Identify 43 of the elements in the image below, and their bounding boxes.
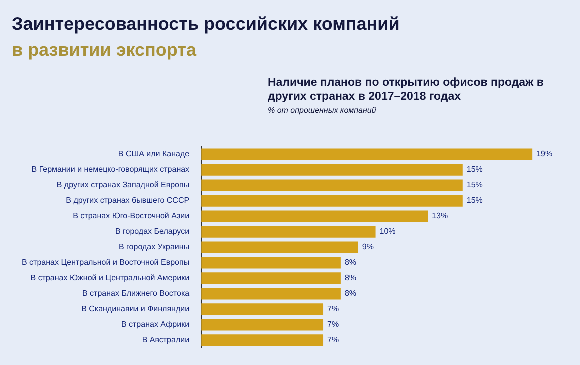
bar <box>202 210 428 222</box>
bar <box>202 304 324 316</box>
bar <box>202 334 324 346</box>
y-tick-label: В Германии и немецко-говорящих странах <box>32 165 190 174</box>
data-label: 7% <box>328 304 340 314</box>
y-tick-label: В городах Беларуси <box>115 227 190 236</box>
data-label: 19% <box>536 150 553 159</box>
bar <box>202 195 463 207</box>
y-tick-label: В странах Юго-Восточной Азии <box>73 212 190 221</box>
y-tick-label: В Австралии <box>142 336 190 345</box>
text: в развитии экспорта <box>12 40 196 61</box>
y-tick-label: В городах Украины <box>118 242 190 252</box>
bar <box>202 257 341 269</box>
data-label: 15% <box>466 165 483 174</box>
data-label: 8% <box>344 289 357 298</box>
y-tick-label: В других странах Западной Европы <box>56 180 190 190</box>
chart-subtitle: % от опрошенных компаний <box>268 106 376 115</box>
bar <box>202 148 533 160</box>
y-tick-label: В Скандинавии и Финляндии <box>82 304 190 314</box>
bar <box>202 180 463 192</box>
bar <box>202 272 341 284</box>
bar <box>202 164 463 176</box>
data-label: 10% <box>380 227 396 236</box>
data-label: 8% <box>344 274 357 283</box>
y-tick-label: В странах Ближнего Востока <box>82 289 190 298</box>
data-label: 7% <box>328 336 340 345</box>
data-label: 15% <box>466 180 483 190</box>
data-label: 8% <box>344 258 357 268</box>
bar <box>202 288 341 300</box>
y-tick-label: В странах Южной и Центральной Америки <box>30 274 190 283</box>
y-tick-label: В странах Центральной и Восточной Европы <box>22 258 190 268</box>
y-tick-label: В странах Африки <box>121 320 190 330</box>
data-label: 13% <box>432 212 448 221</box>
text: Заинтересованность российских компаний <box>12 14 400 35</box>
data-label: 9% <box>362 242 374 252</box>
y-tick-label: В США или Канаде <box>118 150 190 159</box>
data-label: 15% <box>466 196 483 206</box>
data-label: 7% <box>328 320 340 330</box>
bar <box>202 226 376 238</box>
bar <box>202 242 358 254</box>
chart-title: Наличие планов по открытию офисов продаж в других странах в 2017–2018 годах <box>268 76 545 104</box>
y-tick-label: В других странах бывшего СССР <box>66 196 190 206</box>
bar <box>202 319 324 331</box>
